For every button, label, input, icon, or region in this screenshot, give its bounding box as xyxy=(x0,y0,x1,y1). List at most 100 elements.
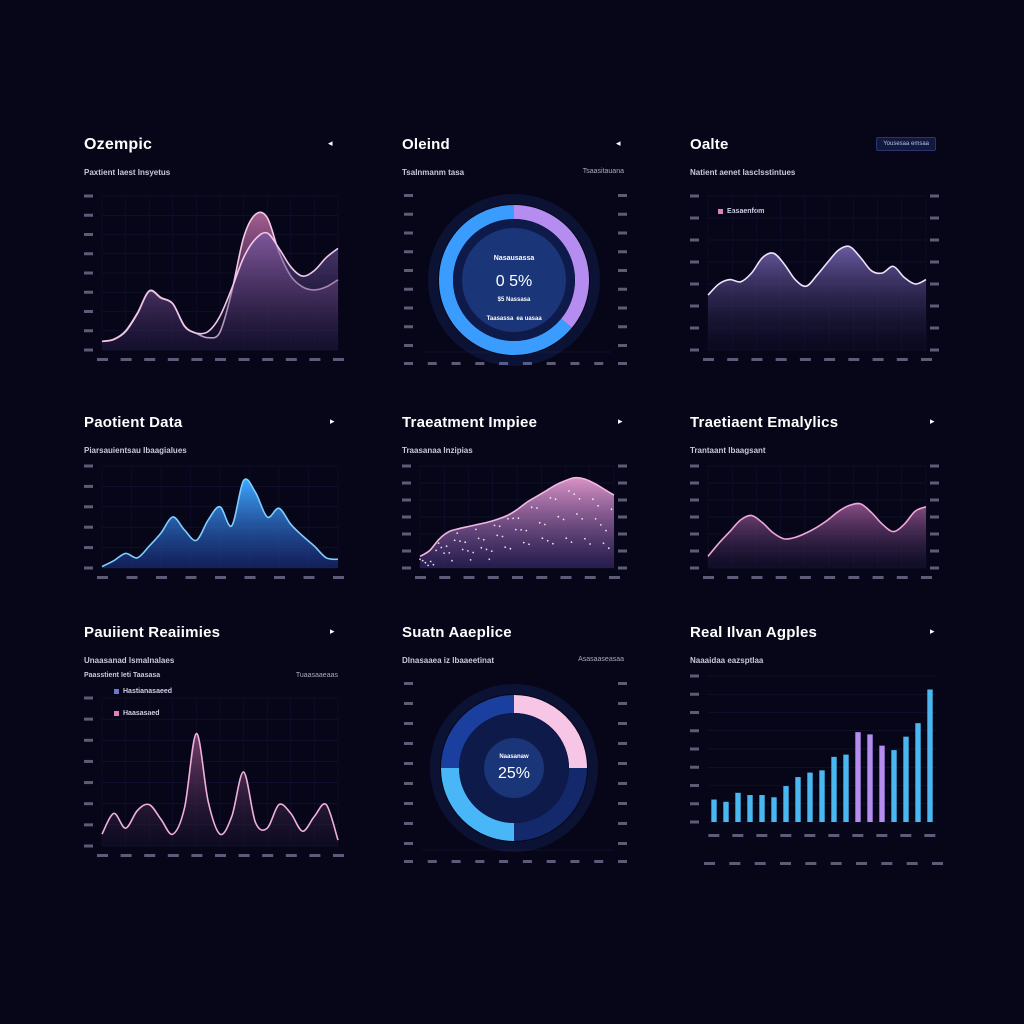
x-tick-label xyxy=(594,362,604,365)
y-tick-label xyxy=(404,782,413,785)
x-tick-label xyxy=(167,854,179,857)
donut-glow xyxy=(428,194,600,366)
panel-title: Real Ilvan Agples xyxy=(690,624,818,641)
y-tick-label-right xyxy=(930,194,939,198)
data-point xyxy=(435,549,437,552)
legend-item: Hastianasaeed xyxy=(114,688,172,695)
expand-arrow-icon[interactable]: ▸ xyxy=(930,416,935,426)
data-point xyxy=(589,543,591,545)
bar xyxy=(795,777,801,822)
x-tick-label xyxy=(896,358,908,361)
data-point xyxy=(496,534,499,537)
filter-badge[interactable]: Yousesaa emsaa xyxy=(876,137,936,151)
panel-subtitle: Naaaidaa eazsptlaa xyxy=(690,656,764,665)
x-tick-label xyxy=(97,358,108,361)
donut-segment xyxy=(441,767,515,841)
x-tick-label xyxy=(856,862,867,865)
y-tick-label-right xyxy=(930,481,939,485)
y-tick-label xyxy=(84,844,93,848)
bar xyxy=(759,795,765,822)
x-tick-label xyxy=(848,358,860,361)
x-tick-label xyxy=(828,834,840,837)
data-point xyxy=(498,525,501,528)
bar xyxy=(783,786,789,822)
data-point xyxy=(509,547,512,550)
donut-glow xyxy=(430,684,598,852)
y-tick-label-right xyxy=(930,549,939,553)
x-tick-label xyxy=(780,862,791,865)
y-tick-label xyxy=(404,702,413,705)
y-tick-label xyxy=(690,348,699,352)
y-tick-label xyxy=(690,566,699,570)
x-tick-label xyxy=(156,576,167,579)
x-tick-label xyxy=(824,576,836,579)
bar xyxy=(711,799,717,822)
bar xyxy=(879,745,885,822)
x-tick-label xyxy=(475,860,485,863)
x-tick-label xyxy=(522,362,532,365)
y-tick-label xyxy=(690,711,699,714)
panel-title: Oleind xyxy=(402,136,450,153)
data-point xyxy=(538,521,541,524)
x-tick-label xyxy=(415,576,426,579)
x-tick-label xyxy=(906,862,918,865)
legend-label: Hastianasaeed xyxy=(123,688,173,695)
data-point xyxy=(453,539,456,542)
donut-center-label: Naasanaw xyxy=(499,754,529,760)
y-tick-label xyxy=(404,231,413,235)
data-point xyxy=(490,550,493,552)
x-tick-label xyxy=(475,362,485,365)
y-tick-label-right xyxy=(618,344,627,347)
donut-segment xyxy=(439,205,572,355)
legend-item: Easaenfom xyxy=(718,208,764,215)
expand-arrow-icon[interactable]: ▸ xyxy=(618,416,623,426)
expand-arrow-icon[interactable]: ▸ xyxy=(330,626,335,636)
x-tick-label xyxy=(703,358,714,361)
x-tick-label xyxy=(872,576,884,579)
x-tick-label xyxy=(732,834,744,837)
data-point xyxy=(443,552,445,554)
y-tick-label-right xyxy=(618,702,627,705)
x-tick-label xyxy=(120,358,132,361)
x-tick-label xyxy=(238,358,250,361)
y-tick-label-right xyxy=(618,782,627,785)
y-tick-label xyxy=(404,212,413,216)
legend-swatch xyxy=(718,208,723,214)
expand-arrow-icon[interactable]: ▸ xyxy=(330,416,335,426)
y-tick-label xyxy=(402,532,411,536)
x-tick-label xyxy=(570,362,580,365)
collapse-arrow-icon[interactable]: ◂ xyxy=(328,138,333,148)
x-tick-label xyxy=(824,358,836,361)
x-tick-label xyxy=(560,576,572,579)
bar xyxy=(735,792,741,822)
y-tick-label-right xyxy=(618,566,627,570)
x-tick-label xyxy=(238,854,250,857)
data-point xyxy=(421,559,424,562)
x-tick-label xyxy=(191,854,203,857)
y-tick-label-right xyxy=(618,532,627,536)
data-point xyxy=(507,517,509,520)
donut-segment xyxy=(513,767,587,841)
y-tick-label-right xyxy=(618,515,627,519)
collapse-arrow-icon[interactable]: ◂ xyxy=(616,138,621,148)
area-fill xyxy=(102,479,338,568)
data-point xyxy=(578,498,581,500)
donut-segment xyxy=(513,695,587,769)
data-point xyxy=(482,538,485,541)
panel-title: Suatn Aaeplice xyxy=(402,624,512,641)
x-tick-label xyxy=(309,854,321,857)
y-tick-label-right xyxy=(930,216,939,220)
area-chart xyxy=(402,464,627,579)
legend-label: Haasasaed xyxy=(123,710,160,717)
data-point xyxy=(573,493,576,495)
x-tick-label xyxy=(727,576,739,579)
donut-center-sublabel: $5 Nassasa xyxy=(498,297,531,303)
expand-arrow-icon[interactable]: ▸ xyxy=(930,626,935,636)
area-fill xyxy=(420,477,614,568)
data-point xyxy=(440,546,443,549)
data-point xyxy=(448,552,451,554)
x-tick-label xyxy=(97,854,108,857)
y-tick-label xyxy=(690,216,699,220)
panel-title: Paotient Data xyxy=(84,414,183,431)
data-point xyxy=(475,528,477,531)
